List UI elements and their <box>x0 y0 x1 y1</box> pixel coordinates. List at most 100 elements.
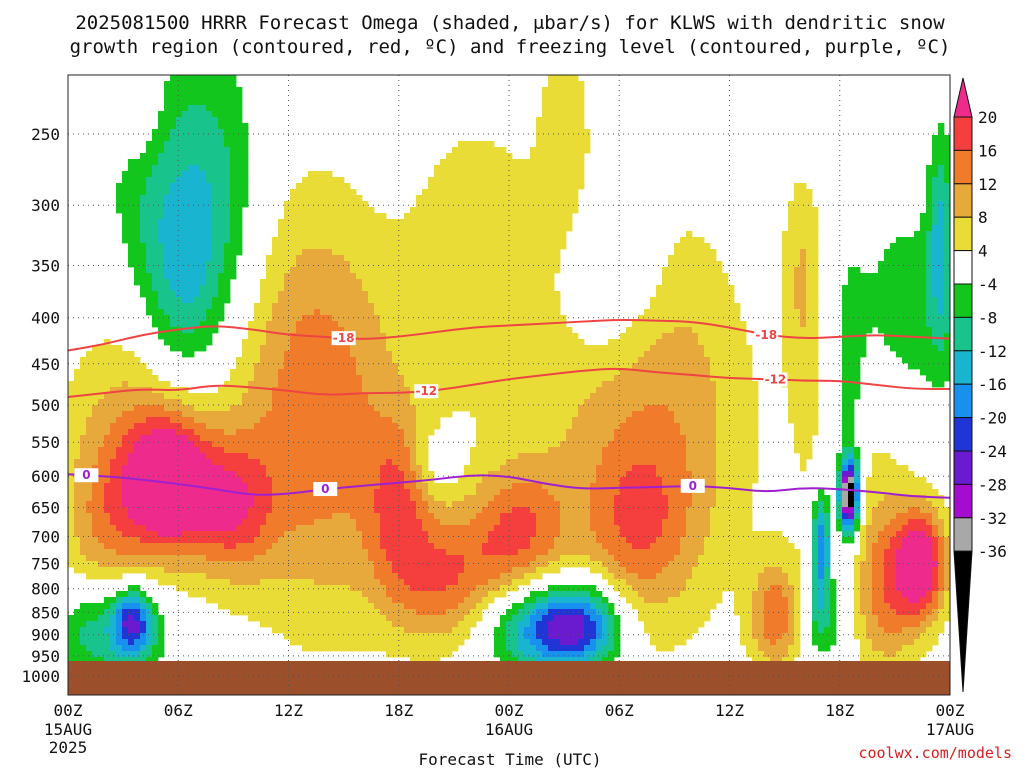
omega-cell <box>416 255 423 262</box>
omega-cell <box>242 123 249 130</box>
omega-cell <box>146 279 153 286</box>
omega-cell <box>380 381 387 388</box>
omega-cell <box>374 609 381 616</box>
omega-cell <box>398 357 405 364</box>
omega-cell <box>194 561 201 568</box>
omega-cell <box>362 387 369 394</box>
omega-cell <box>116 549 123 556</box>
omega-cell <box>476 267 483 274</box>
omega-cell <box>212 543 219 550</box>
omega-cell <box>164 519 171 526</box>
omega-cell <box>314 429 321 436</box>
omega-cell <box>380 627 387 634</box>
omega-cell <box>248 393 255 400</box>
omega-cell <box>476 183 483 190</box>
omega-cell <box>386 555 393 562</box>
omega-cell <box>452 201 459 208</box>
omega-cell <box>86 567 93 574</box>
omega-cell <box>470 243 477 250</box>
omega-cell <box>128 645 135 652</box>
omega-cell <box>260 411 267 418</box>
omega-cell <box>92 573 99 580</box>
omega-cell <box>344 579 351 586</box>
omega-cell <box>86 381 93 388</box>
omega-cell <box>302 399 309 406</box>
omega-cell <box>266 369 273 376</box>
omega-cell <box>338 321 345 328</box>
omega-cell <box>140 369 147 376</box>
omega-cell <box>392 615 399 622</box>
omega-cell <box>350 633 357 640</box>
omega-cell <box>104 621 111 628</box>
omega-cell <box>356 405 363 412</box>
omega-cell <box>296 375 303 382</box>
omega-cell <box>308 171 315 178</box>
omega-cell <box>464 231 471 238</box>
omega-cell <box>158 555 165 562</box>
omega-cell <box>338 177 345 184</box>
omega-cell <box>386 459 393 466</box>
omega-cell <box>308 519 315 526</box>
omega-cell <box>458 597 465 604</box>
omega-cell <box>218 231 225 238</box>
omega-cell <box>212 87 219 94</box>
omega-cell <box>398 219 405 226</box>
omega-cell <box>212 417 219 424</box>
omega-cell <box>386 531 393 538</box>
omega-cell <box>296 369 303 376</box>
omega-cell <box>386 507 393 514</box>
omega-cell <box>302 561 309 568</box>
omega-cell <box>212 75 219 82</box>
omega-cell <box>68 429 75 436</box>
omega-cell <box>350 357 357 364</box>
omega-cell <box>296 321 303 328</box>
omega-cell <box>194 441 201 448</box>
omega-cell <box>146 465 153 472</box>
omega-cell <box>404 369 411 376</box>
omega-cell <box>284 273 291 280</box>
omega-cell <box>260 507 267 514</box>
omega-cell <box>164 255 171 262</box>
omega-cell <box>296 273 303 280</box>
omega-cell <box>482 507 489 514</box>
omega-cell <box>224 231 231 238</box>
omega-cell <box>434 339 441 346</box>
omega-cell <box>284 513 291 520</box>
omega-cell <box>188 87 195 94</box>
omega-cell <box>152 183 159 190</box>
omega-cell <box>164 399 171 406</box>
omega-cell <box>248 561 255 568</box>
omega-cell <box>440 357 447 364</box>
omega-cell <box>320 285 327 292</box>
omega-cell <box>434 171 441 178</box>
omega-cell <box>230 201 237 208</box>
omega-cell <box>410 345 417 352</box>
omega-cell <box>158 273 165 280</box>
omega-cell <box>146 609 153 616</box>
omega-cell <box>488 255 495 262</box>
omega-cell <box>464 387 471 394</box>
omega-cell <box>338 363 345 370</box>
omega-cell <box>266 549 273 556</box>
omega-cell <box>254 453 261 460</box>
omega-cell <box>206 273 213 280</box>
omega-cell <box>236 381 243 388</box>
omega-cell <box>218 543 225 550</box>
omega-cell <box>416 291 423 298</box>
omega-cell <box>320 375 327 382</box>
omega-cell <box>284 417 291 424</box>
omega-cell <box>248 543 255 550</box>
omega-cell <box>434 183 441 190</box>
omega-cell <box>398 255 405 262</box>
omega-cell <box>458 195 465 202</box>
omega-cell <box>242 339 249 346</box>
omega-cell <box>212 183 219 190</box>
omega-cell <box>170 549 177 556</box>
omega-cell <box>302 201 309 208</box>
omega-cell <box>392 375 399 382</box>
omega-cell <box>200 591 207 598</box>
omega-cell <box>206 243 213 250</box>
omega-cell <box>254 609 261 616</box>
omega-cell <box>422 411 429 418</box>
omega-cell <box>146 147 153 154</box>
